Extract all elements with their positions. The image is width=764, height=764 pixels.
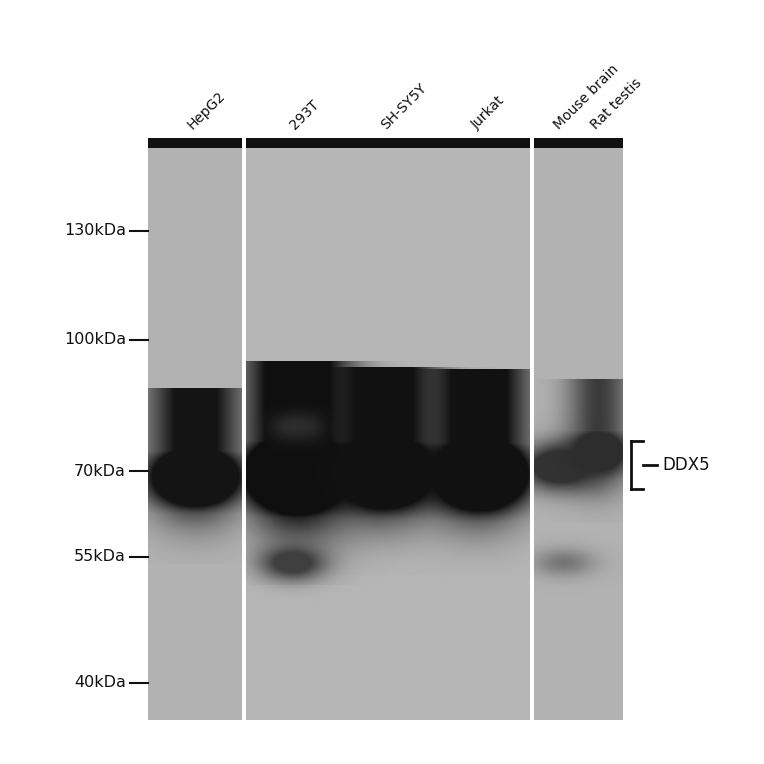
Bar xyxy=(148,148,242,720)
Text: SH-SY5Y: SH-SY5Y xyxy=(378,81,429,132)
Bar xyxy=(148,138,242,148)
Text: 40kDa: 40kDa xyxy=(74,675,126,691)
Text: 130kDa: 130kDa xyxy=(64,223,126,238)
Bar xyxy=(534,138,623,148)
Text: 100kDa: 100kDa xyxy=(64,332,126,347)
Text: HepG2: HepG2 xyxy=(185,89,228,132)
Text: 293T: 293T xyxy=(287,98,322,132)
Text: Jurkat: Jurkat xyxy=(469,93,507,132)
Bar xyxy=(534,148,623,720)
Text: DDX5: DDX5 xyxy=(662,456,710,474)
Text: 55kDa: 55kDa xyxy=(74,549,126,565)
Bar xyxy=(246,138,530,148)
Text: Mouse brain: Mouse brain xyxy=(551,62,621,132)
Bar xyxy=(246,148,530,720)
Text: Rat testis: Rat testis xyxy=(588,76,644,132)
Text: 70kDa: 70kDa xyxy=(74,464,126,479)
